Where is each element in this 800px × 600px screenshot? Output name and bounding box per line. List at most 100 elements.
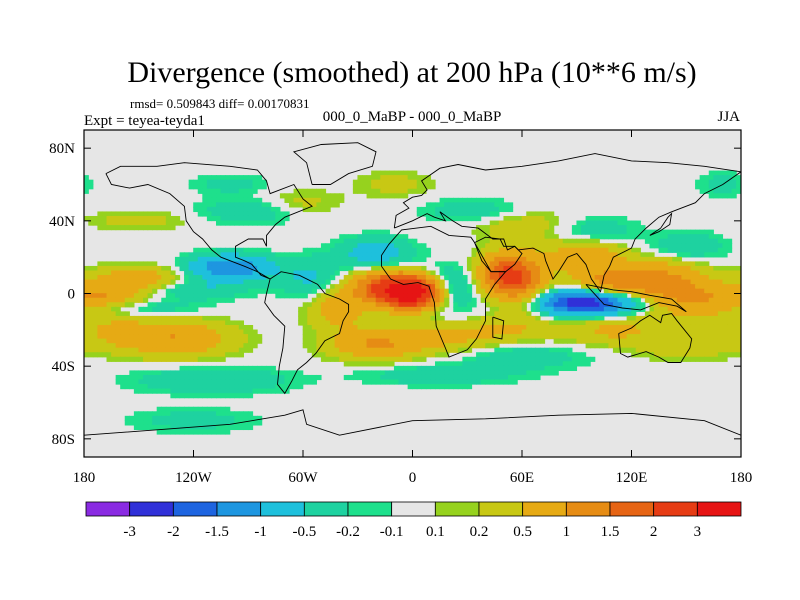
field-cell: [174, 356, 181, 362]
field-cell: [193, 184, 199, 190]
field-cell: [494, 374, 500, 381]
field-cell: [216, 334, 222, 340]
field-cell: [211, 188, 217, 194]
field-cell: [708, 275, 714, 281]
field-cell: [412, 170, 418, 176]
field-cell: [234, 343, 240, 349]
field-cell: [539, 352, 546, 358]
field-cell: [371, 293, 377, 299]
field-cell: [717, 324, 724, 331]
field-cell: [444, 275, 450, 281]
field-cell: [243, 279, 249, 285]
field-cell: [485, 352, 491, 358]
field-cell: [165, 347, 171, 353]
field-cell: [521, 270, 527, 276]
field-cell: [193, 302, 199, 308]
field-cell: [216, 179, 222, 185]
field-cell: [717, 265, 724, 272]
field-cell: [188, 429, 194, 435]
field-cell: [229, 279, 235, 285]
field-cell: [188, 261, 194, 267]
field-cell: [257, 252, 263, 258]
field-cell: [471, 215, 477, 222]
field-cell: [161, 388, 167, 394]
field-cell: [421, 243, 427, 249]
field-cell: [466, 211, 473, 217]
field-cell: [371, 238, 377, 244]
field-cell: [88, 279, 94, 285]
field-cell: [407, 315, 413, 322]
field-cell: [393, 352, 400, 358]
field-cell: [403, 311, 409, 317]
field-cell: [494, 302, 500, 308]
field-cell: [649, 297, 655, 303]
field-cell: [92, 306, 98, 312]
field-cell: [161, 411, 167, 417]
field-cell: [179, 284, 185, 290]
field-cell: [549, 302, 555, 308]
field-cell: [539, 229, 546, 235]
field-cell: [124, 225, 130, 231]
field-cell: [398, 356, 404, 362]
field-cell: [681, 334, 687, 340]
field-cell: [562, 315, 568, 322]
field-cell: [498, 293, 505, 299]
field-cell: [553, 302, 559, 308]
field-cell: [257, 275, 263, 281]
field-cell: [229, 220, 235, 226]
field-cell: [622, 311, 628, 317]
field-cell: [448, 320, 454, 326]
field-cell: [343, 288, 349, 294]
field-cell: [225, 179, 231, 185]
field-cell: [143, 424, 149, 431]
field-cell: [649, 347, 655, 353]
field-cell: [558, 247, 564, 253]
field-cell: [430, 347, 436, 353]
field-cell: [161, 329, 167, 335]
field-cell: [316, 197, 322, 203]
field-cell: [412, 315, 418, 322]
field-cell: [539, 265, 546, 272]
field-cell: [216, 293, 222, 299]
field-cell: [243, 411, 249, 417]
field-cell: [654, 279, 660, 285]
field-cell: [330, 320, 336, 326]
field-cell: [174, 324, 181, 331]
field-cell: [348, 324, 354, 331]
field-cell: [92, 297, 98, 303]
field-cell: [161, 284, 167, 290]
field-cell: [165, 406, 171, 412]
field-cell: [635, 252, 641, 258]
field-cell: [430, 288, 436, 294]
field-cell: [635, 315, 641, 322]
field-cell: [366, 179, 372, 185]
field-cell: [348, 252, 354, 258]
field-cell: [325, 256, 331, 263]
field-cell: [92, 220, 98, 226]
field-cell: [188, 420, 194, 426]
field-cell: [92, 343, 98, 349]
field-cell: [398, 379, 404, 385]
field-cell: [521, 252, 527, 258]
field-cell: [626, 297, 632, 303]
field-cell: [357, 175, 363, 181]
field-cell: [485, 311, 491, 317]
field-cell: [594, 261, 600, 267]
field-cell: [672, 324, 678, 331]
field-cell: [101, 211, 108, 217]
field-cell: [252, 275, 258, 281]
field-cell: [494, 197, 500, 203]
field-cell: [663, 293, 669, 299]
field-cell: [216, 370, 222, 376]
field-cell: [722, 188, 728, 194]
field-cell: [603, 261, 609, 267]
field-cell: [571, 352, 578, 358]
field-cell: [581, 306, 587, 312]
field-cell: [161, 306, 167, 312]
field-cell: [421, 275, 427, 281]
field-cell: [362, 374, 368, 381]
field-cell: [193, 338, 199, 344]
field-cell: [339, 252, 345, 258]
field-cell: [247, 197, 254, 203]
field-cell: [120, 356, 126, 362]
